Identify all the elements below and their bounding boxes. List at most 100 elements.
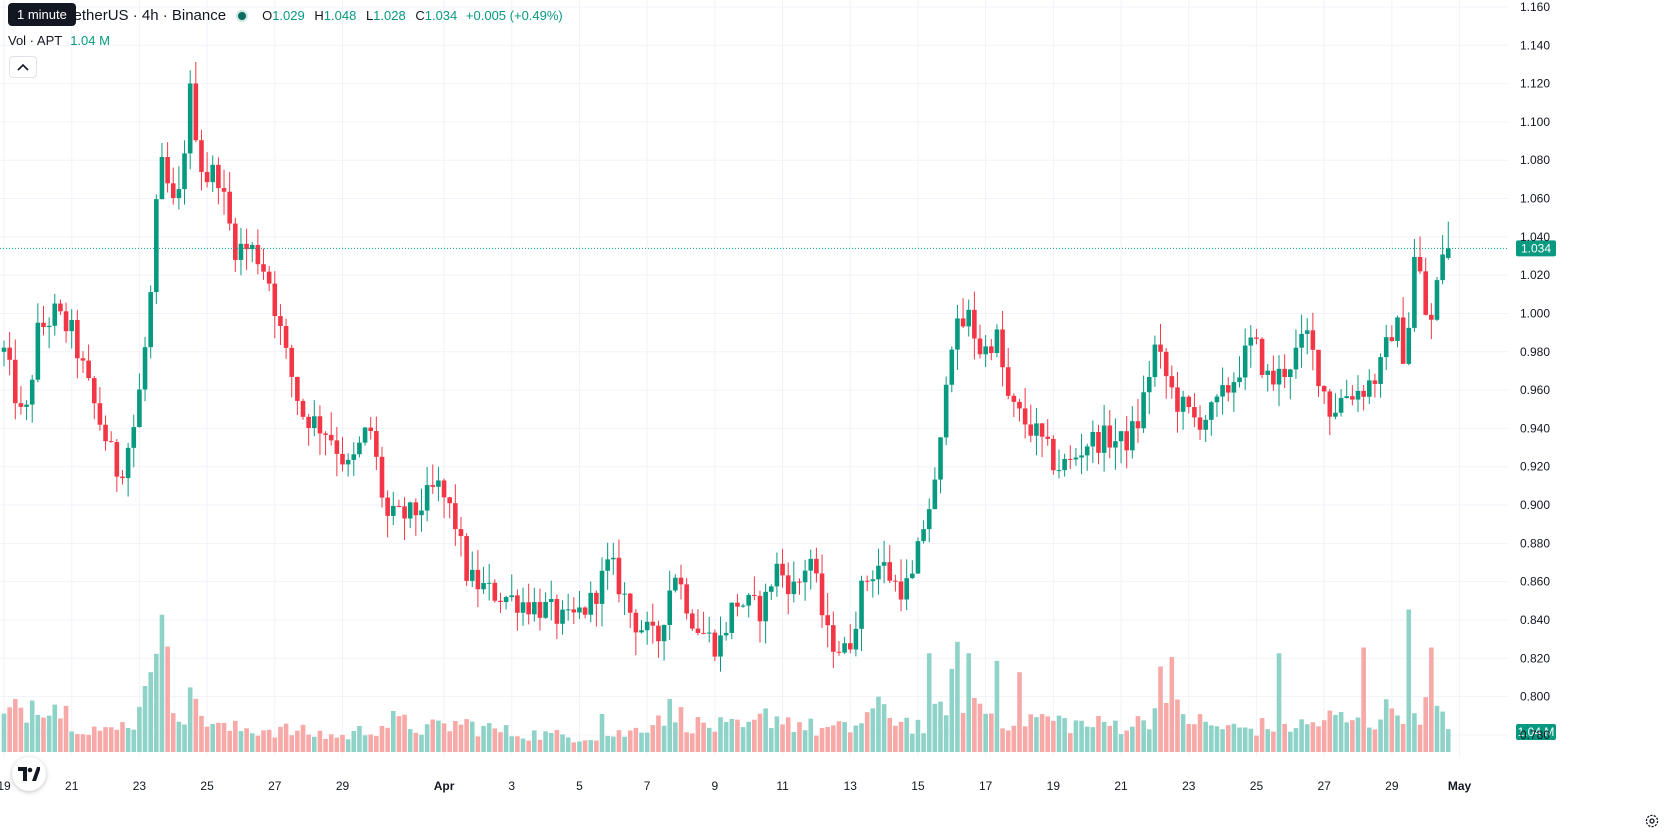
candle-body xyxy=(1282,368,1287,378)
candle-body xyxy=(481,582,486,590)
symbol-header: TetherUS · 4h · Binance O1.029 H1.048 L1… xyxy=(8,7,563,24)
candle-body xyxy=(780,563,785,576)
volume-bar xyxy=(1344,722,1350,752)
candle-body xyxy=(667,590,673,625)
candle-body xyxy=(58,303,63,312)
candle-body xyxy=(876,565,881,580)
collapse-legend-button[interactable] xyxy=(9,56,37,78)
volume-bar xyxy=(797,722,802,752)
candle-body xyxy=(1299,333,1304,348)
candle-body xyxy=(1248,337,1254,346)
market-status-icon[interactable] xyxy=(236,9,249,22)
volume-bar xyxy=(1378,719,1383,752)
candle-body xyxy=(515,595,520,613)
volume-bar xyxy=(1062,718,1067,752)
candle-body xyxy=(633,612,639,633)
volume-bar xyxy=(1299,719,1304,752)
candle-body xyxy=(261,264,266,272)
candle-body xyxy=(227,191,232,224)
candle-body xyxy=(582,607,588,615)
candle-body xyxy=(701,632,706,634)
volume-bar xyxy=(154,653,159,752)
volume-bar xyxy=(1203,721,1208,752)
candle-body xyxy=(295,376,300,401)
volume-bar xyxy=(972,697,977,752)
candle-body xyxy=(1361,390,1366,397)
volume-bar xyxy=(430,719,436,752)
candle-body xyxy=(548,599,554,602)
candle-body xyxy=(311,416,317,429)
volume-bar xyxy=(667,698,673,752)
volume-bar xyxy=(1180,714,1186,752)
candle-body xyxy=(108,441,114,443)
volume-bar xyxy=(611,736,616,752)
volume-bar xyxy=(385,727,390,752)
candle-body xyxy=(819,573,825,616)
volume-bar xyxy=(537,739,543,752)
volume-bar xyxy=(131,729,137,752)
candle-body xyxy=(306,416,311,429)
candle-body xyxy=(1011,395,1017,402)
volume-bar xyxy=(1417,724,1423,752)
tradingview-logo-icon[interactable] xyxy=(12,757,46,791)
candle-body xyxy=(46,325,52,328)
candle-body xyxy=(1197,417,1203,430)
candle-body xyxy=(1400,317,1406,364)
candle-body xyxy=(1051,438,1056,471)
candle-body xyxy=(165,157,170,184)
candle-body xyxy=(103,424,108,442)
candle-body xyxy=(684,584,689,614)
volume-bar xyxy=(639,732,644,752)
volume-bar xyxy=(199,715,204,752)
candle-body xyxy=(1259,338,1265,375)
candle-body xyxy=(176,189,182,199)
volume-bar xyxy=(1141,720,1146,752)
candle-body xyxy=(639,630,644,633)
candle-body xyxy=(1000,329,1005,368)
interval-tooltip: 1 minute xyxy=(8,3,76,26)
candle-body xyxy=(385,497,390,516)
candle-body xyxy=(560,609,565,624)
candle-body xyxy=(1288,369,1293,378)
volume-bar xyxy=(58,718,63,752)
volume-bar xyxy=(7,707,12,752)
volume-bar xyxy=(1005,730,1011,752)
symbol-title[interactable]: TetherUS · 4h · Binance xyxy=(66,7,227,24)
volume-bar xyxy=(227,730,232,752)
volume-bar xyxy=(746,721,751,752)
candle-body xyxy=(938,437,943,480)
volume-bar xyxy=(52,704,58,752)
volume-bar xyxy=(187,687,193,752)
volume-bar xyxy=(921,733,926,752)
candle-body xyxy=(390,505,396,516)
candle-body xyxy=(797,581,802,583)
candle-body xyxy=(893,580,898,582)
candle-body xyxy=(836,651,842,653)
candle-body xyxy=(233,223,238,260)
volume-bar xyxy=(938,701,943,752)
candle-body xyxy=(1169,376,1175,388)
volume-bar xyxy=(1355,717,1361,752)
candle-body xyxy=(695,628,701,633)
y-tick-label: 0.780 xyxy=(1520,728,1550,742)
volume-bar xyxy=(932,703,938,752)
x-tick-label: 11 xyxy=(776,779,789,793)
candle-body xyxy=(706,632,712,634)
x-tick-label: 5 xyxy=(576,779,583,793)
volume-bar xyxy=(1034,717,1039,752)
gear-icon[interactable] xyxy=(1644,813,1660,829)
volume-bar xyxy=(757,713,763,752)
volume-bar xyxy=(740,727,746,752)
candle-body xyxy=(1152,344,1158,378)
volume-legend[interactable]: Vol · APT 1.04 M xyxy=(8,33,110,48)
candle-body xyxy=(740,605,746,607)
candle-body xyxy=(1225,385,1231,393)
x-tick-label: 19 xyxy=(1047,779,1061,793)
candle-body xyxy=(1146,377,1152,393)
volume-bar xyxy=(582,740,588,752)
volume-bar xyxy=(689,733,695,752)
volume-bar xyxy=(898,721,904,752)
candle-body xyxy=(763,591,768,622)
volume-bar xyxy=(1096,716,1101,752)
